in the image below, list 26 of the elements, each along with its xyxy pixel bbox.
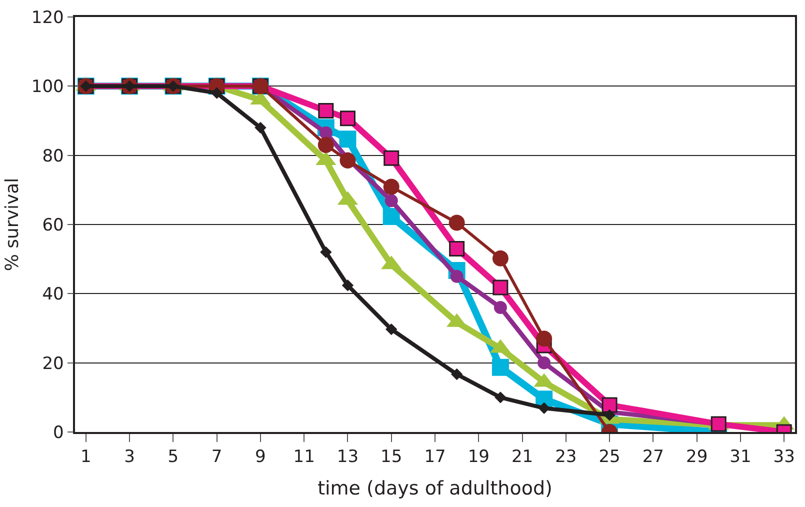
- x-tick-label: 17: [424, 447, 446, 468]
- x-tick-label: 31: [730, 447, 752, 468]
- x-tick-label: 21: [511, 447, 534, 468]
- y-tick-label: 100: [31, 77, 64, 98]
- x-tick-label: 9: [255, 447, 266, 468]
- y-tick-label: 60: [42, 215, 64, 236]
- y-tick-label: 80: [42, 146, 64, 166]
- x-tick-label: 13: [336, 447, 359, 468]
- x-tick-label: 1: [80, 447, 92, 468]
- y-tick-label: 40: [42, 284, 64, 305]
- x-axis-title: time (days of adulthood): [318, 477, 552, 500]
- x-tick-label: 19: [468, 447, 490, 468]
- y-tick-label: 120: [31, 8, 64, 28]
- x-tick-label: 29: [686, 447, 708, 468]
- x-tick-label: 7: [211, 447, 222, 468]
- x-tick-label: 11: [293, 447, 315, 468]
- x-tick-label: 5: [168, 447, 179, 468]
- y-tick-label: 20: [42, 354, 64, 374]
- x-tick-label: 23: [555, 447, 577, 468]
- x-tick-label: 27: [642, 447, 664, 468]
- x-tick-label: 25: [598, 447, 620, 468]
- x-tick-label: 3: [124, 447, 135, 468]
- y-tick-label: 0: [53, 422, 64, 443]
- x-tick-label: 15: [380, 447, 402, 468]
- x-tick-label: 33: [773, 447, 795, 468]
- y-axis-title: % survival: [2, 178, 24, 272]
